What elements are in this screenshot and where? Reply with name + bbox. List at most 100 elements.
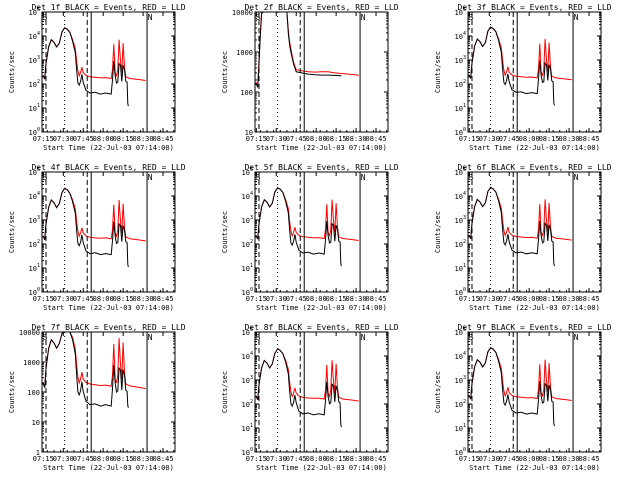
- x-tick-label: 07:45: [499, 295, 520, 303]
- x-tick-label: 08:45: [578, 135, 599, 143]
- x-tick-label: 08:00: [306, 455, 327, 463]
- x-tick-label: 07:15: [33, 455, 54, 463]
- x-axis-label: Start Time (22-Jul-03 07:14:00): [256, 144, 387, 152]
- x-tick-label: 08:00: [93, 295, 114, 303]
- x-tick-label: 07:45: [286, 295, 307, 303]
- y-tick-label: 10: [245, 129, 253, 137]
- y-axis-label: Counts/sec: [221, 371, 229, 413]
- x-tick-label: 07:45: [499, 455, 520, 463]
- y-tick-label: 101: [29, 263, 40, 273]
- chart-title: Det 6f BLACK = Events, RED = LLD: [457, 163, 611, 172]
- y-tick-label: 100: [455, 127, 466, 137]
- x-tick-label: 08:00: [519, 455, 540, 463]
- x-tick-label: 07:15: [459, 295, 480, 303]
- series-events-line: [468, 347, 555, 427]
- y-axis-label: Counts/sec: [221, 51, 229, 93]
- y-tick-label: 100: [240, 89, 253, 97]
- x-tick-label: 08:00: [306, 295, 327, 303]
- plot-frame: [254, 331, 389, 453]
- x-tick-label: 07:30: [266, 455, 287, 463]
- x-tick-label: 08:30: [133, 135, 154, 143]
- y-tick-label: 100: [27, 389, 40, 397]
- y-tick-label: 100: [29, 287, 40, 297]
- y-tick-label: 105: [29, 7, 40, 17]
- y-tick-label: 104: [455, 191, 466, 201]
- night-marker-label: N: [361, 333, 366, 342]
- x-tick-label: 07:15: [459, 135, 480, 143]
- saa-marker-label: S: [469, 173, 474, 182]
- y-tick-label: 101: [455, 103, 466, 113]
- y-tick-label: 1000: [236, 49, 253, 57]
- y-tick-label: 105: [242, 167, 253, 177]
- x-tick-label: 07:30: [479, 455, 500, 463]
- series-lld-line: [255, 12, 359, 87]
- x-tick-label: 07:45: [499, 135, 520, 143]
- chart-title: Det 7f BLACK = Events, RED = LLD: [31, 323, 185, 332]
- y-tick-label: 104: [29, 31, 40, 41]
- y-tick-label: 1: [36, 449, 40, 457]
- plot-frame: [467, 11, 602, 133]
- x-axis-label: Start Time (22-Jul-03 07:14:00): [469, 304, 600, 312]
- saa-marker-label: S: [256, 173, 261, 182]
- series-lld-line: [255, 187, 359, 241]
- x-tick-label: 08:45: [152, 455, 173, 463]
- chart-title: Det 8f BLACK = Events, RED = LLD: [244, 323, 398, 332]
- y-tick-label: 102: [29, 239, 40, 249]
- x-tick-label: 08:00: [93, 135, 114, 143]
- x-tick-label: 07:15: [246, 135, 267, 143]
- x-tick-label: 08:15: [113, 135, 134, 143]
- y-tick-label: 103: [455, 55, 466, 65]
- y-axis-label: Counts/sec: [8, 211, 16, 253]
- x-tick-label: 07:45: [286, 135, 307, 143]
- x-axis-label: Start Time (22-Jul-03 07:14:00): [469, 144, 600, 152]
- x-tick-label: 08:15: [539, 295, 560, 303]
- x-tick-label: 08:30: [559, 135, 580, 143]
- x-tick-label: 07:15: [33, 135, 54, 143]
- x-tick-label: 08:30: [559, 455, 580, 463]
- x-tick-label: 08:15: [539, 455, 560, 463]
- night-marker-label: N: [148, 173, 153, 182]
- x-tick-label: 07:30: [266, 295, 287, 303]
- x-tick-label: 08:30: [346, 295, 367, 303]
- y-tick-label: 101: [29, 103, 40, 113]
- series-lld-line: [42, 27, 146, 81]
- x-tick-label: 07:15: [459, 455, 480, 463]
- x-tick-label: 08:45: [365, 295, 386, 303]
- x-tick-label: 08:30: [133, 295, 154, 303]
- night-marker-label: N: [574, 333, 579, 342]
- saa-marker-label: S: [469, 333, 474, 342]
- y-tick-label: 104: [242, 191, 253, 201]
- x-tick-label: 07:30: [479, 295, 500, 303]
- y-tick-label: 100: [455, 287, 466, 297]
- saa-marker-label: S: [43, 333, 48, 342]
- x-tick-label: 08:45: [365, 455, 386, 463]
- x-tick-label: 07:15: [33, 295, 54, 303]
- x-tick-label: 08:45: [152, 135, 173, 143]
- plot-frame: [467, 171, 602, 293]
- night-marker-label: N: [574, 13, 579, 22]
- x-tick-label: 07:15: [246, 455, 267, 463]
- x-axis-label: Start Time (22-Jul-03 07:14:00): [256, 464, 387, 472]
- y-tick-label: 100: [29, 127, 40, 137]
- y-tick-label: 103: [29, 215, 40, 225]
- y-tick-label: 104: [29, 191, 40, 201]
- x-axis-label: Start Time (22-Jul-03 07:14:00): [469, 464, 600, 472]
- y-tick-label: 105: [455, 7, 466, 17]
- x-tick-label: 08:00: [306, 135, 327, 143]
- x-tick-label: 08:00: [519, 135, 540, 143]
- series-events-line: [255, 187, 342, 267]
- y-tick-label: 100: [455, 447, 466, 457]
- series-events-line: [255, 12, 342, 88]
- y-tick-label: 102: [455, 399, 466, 409]
- x-tick-label: 07:45: [73, 295, 94, 303]
- night-marker-label: N: [361, 13, 366, 22]
- y-tick-label: 102: [455, 239, 466, 249]
- x-tick-label: 07:30: [53, 455, 74, 463]
- y-axis-label: Counts/sec: [434, 211, 442, 253]
- x-tick-label: 07:45: [286, 455, 307, 463]
